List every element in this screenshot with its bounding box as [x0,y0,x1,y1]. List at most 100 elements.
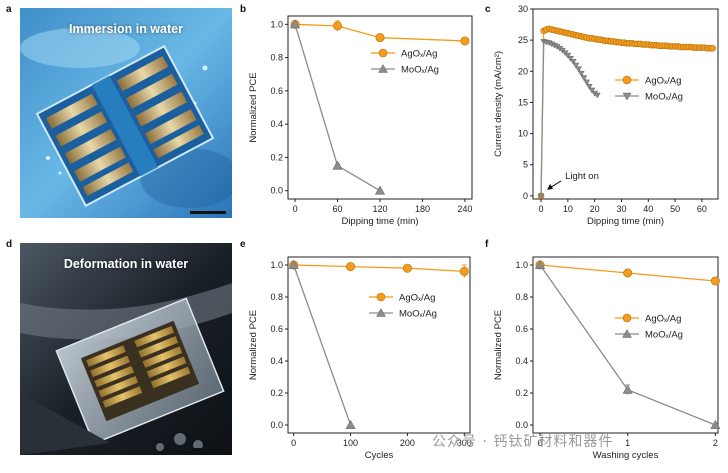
legend-label-0: AgOₓ/Ag [645,314,681,325]
legend-label-0: AgOₓ/Ag [645,76,681,87]
data-point [460,36,470,46]
legend-label-1: MoOₓ/Ag [645,92,683,103]
data-point [622,384,633,394]
y-tick-label: 0.8 [270,53,283,63]
data-point [374,185,386,195]
data-point [345,419,356,429]
y-tick-label: 0.6 [515,324,528,334]
data-point [580,75,588,82]
y-tick-label: 0.4 [515,356,528,366]
legend-label-0: AgOₓ/Ag [399,293,435,304]
series-line [295,23,465,42]
series-0 [289,260,469,278]
x-tick-label: 0 [538,438,543,448]
series-line [539,264,716,426]
y-tick-label: 0 [523,191,528,201]
annotation-label: Light on [565,171,599,182]
legend-label-0: AgOₓ/Ag [401,49,437,60]
data-point [623,268,633,278]
panel-letter-f: f [485,239,489,250]
legend-marker [378,63,388,73]
x-axis-label: Cycles [365,450,394,461]
x-tick-label: 40 [643,204,653,214]
x-tick-label: 0 [539,204,544,214]
data-point [575,66,583,73]
series-0 [535,260,720,286]
panel-letter-b: b [240,4,247,15]
y-tick-label: 1.0 [515,260,528,270]
y-tick-label: 0.0 [270,186,283,196]
x-tick-label: 2 [713,438,718,448]
x-tick-label: 0 [291,438,296,448]
y-tick-label: 0.2 [515,388,528,398]
legend-label-1: MoOₓ/Ag [645,330,683,341]
x-axis-label: Dipping time (min) [341,216,418,227]
series-line [293,264,352,426]
scale-bar [190,211,226,214]
y-tick-label: 15 [518,97,528,107]
y-tick-label: 0.4 [270,119,283,129]
x-tick-label: 20 [590,204,600,214]
legend-marker [622,328,632,338]
series-1 [289,19,386,195]
y-tick-label: 5 [523,160,528,170]
series-1 [537,39,601,200]
chart-f: 0 1 2 0.0 0.2 0.4 0.6 0.8 1.0 Washing cycles Norma… [493,256,721,461]
data-point [572,62,580,69]
series-line [293,264,465,273]
legend-marker [622,75,632,85]
data-point [710,276,720,286]
data-point [402,263,412,273]
x-tick-label: 120 [372,204,387,214]
y-tick-label: 0.8 [515,292,528,302]
legend-marker [622,92,632,101]
y-tick-label: 1.0 [270,19,283,29]
scale-bar [194,448,228,451]
x-tick-label: 60 [333,204,343,214]
x-tick-label: 60 [697,204,707,214]
y-axis-label: Normalized PCE [493,310,504,380]
y-axis-label: Normalized PCE [248,310,259,380]
data-point [588,87,596,94]
x-tick-label: 240 [457,204,472,214]
immersion-photo-graphic [20,8,232,218]
data-point [577,70,585,77]
y-tick-label: 0.2 [270,388,283,398]
data-point [459,266,469,276]
y-tick-label: 0.4 [270,356,283,366]
y-axis-label: Current density (mA/cm²) [493,51,504,157]
x-tick-label: 0 [293,204,298,214]
chart-b: 0 60 120 180 240 0.0 0.2 0.4 0.6 0.8 1.0 Dipping ti… [248,15,473,227]
data-point [534,259,546,269]
annotation-arrowhead [547,183,554,190]
legend-marker [376,292,386,302]
panel-letter-d: d [6,239,13,250]
plot-frame [287,256,471,434]
data-point [537,193,545,200]
y-tick-label: 0.2 [270,152,283,162]
data-point [289,19,301,29]
y-tick-label: 20 [518,66,528,76]
y-tick-label: 0.6 [270,86,283,96]
y-axis-label: Normalized PCE [248,72,259,142]
x-tick-label: 100 [343,438,358,448]
data-point [593,92,601,99]
data-point [346,262,356,272]
x-axis-label: Dipping time (min) [587,216,664,227]
y-tick-label: 1.0 [270,260,283,270]
legend-marker [378,48,388,58]
legend-label-1: MoOₓ/Ag [399,309,437,320]
data-point [710,419,721,429]
data-point [333,21,343,31]
panel-letter-c: c [485,4,491,15]
data-point [567,55,574,62]
deformation-photo-graphic [20,243,232,455]
x-axis-label: Washing cycles [593,450,659,461]
data-point [585,83,593,90]
y-tick-label: 0.0 [270,420,283,430]
watermark: 公众号 · 钙钛矿材料和器件 [432,434,614,450]
y-tick-label: 0.8 [270,292,283,302]
data-point [564,52,572,59]
data-point [569,59,577,65]
panel-letter-e: e [240,239,246,250]
